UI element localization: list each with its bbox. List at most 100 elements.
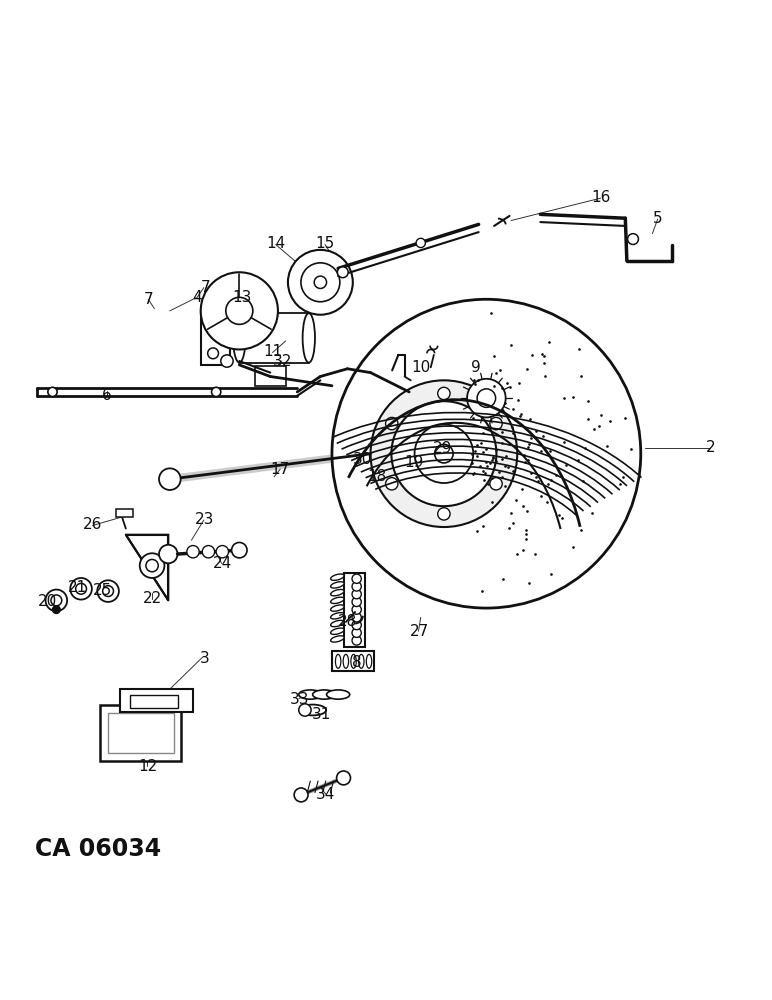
Ellipse shape — [330, 636, 344, 642]
Circle shape — [159, 545, 178, 563]
Text: 7: 7 — [144, 292, 154, 307]
Bar — [100, 705, 181, 761]
Circle shape — [288, 250, 353, 315]
Circle shape — [222, 298, 232, 309]
Circle shape — [208, 317, 218, 328]
Ellipse shape — [358, 654, 364, 668]
Circle shape — [352, 574, 361, 583]
Circle shape — [416, 238, 425, 248]
Circle shape — [371, 380, 517, 527]
Ellipse shape — [366, 654, 371, 668]
Text: 26: 26 — [83, 517, 103, 532]
Ellipse shape — [327, 690, 350, 699]
Circle shape — [201, 272, 278, 349]
Ellipse shape — [330, 613, 344, 619]
Text: 30: 30 — [353, 452, 373, 467]
Text: 15: 15 — [316, 236, 334, 251]
Circle shape — [352, 636, 361, 645]
Text: 14: 14 — [267, 236, 286, 251]
Circle shape — [438, 508, 450, 520]
Bar — [120, 689, 193, 712]
Circle shape — [352, 590, 361, 599]
Circle shape — [51, 595, 62, 606]
Ellipse shape — [303, 313, 315, 363]
Circle shape — [52, 606, 60, 613]
Circle shape — [352, 620, 361, 630]
Ellipse shape — [330, 605, 344, 611]
Ellipse shape — [330, 582, 344, 588]
Circle shape — [140, 553, 164, 578]
Bar — [332, 651, 374, 671]
Ellipse shape — [313, 690, 336, 699]
Bar — [116, 509, 133, 517]
Ellipse shape — [343, 654, 348, 668]
Text: 13: 13 — [232, 290, 252, 305]
Text: 16: 16 — [591, 190, 611, 205]
Circle shape — [352, 605, 361, 614]
Text: 33: 33 — [290, 692, 310, 707]
Ellipse shape — [300, 705, 326, 715]
Circle shape — [385, 478, 398, 490]
Circle shape — [299, 704, 311, 716]
Ellipse shape — [330, 628, 344, 634]
Text: 18: 18 — [367, 469, 386, 484]
Circle shape — [202, 546, 215, 558]
Ellipse shape — [330, 589, 344, 596]
Text: 7: 7 — [201, 280, 210, 295]
Text: 23: 23 — [195, 512, 215, 527]
Ellipse shape — [330, 620, 344, 627]
Circle shape — [352, 628, 361, 637]
Ellipse shape — [350, 654, 356, 668]
Circle shape — [103, 586, 113, 596]
Circle shape — [232, 542, 247, 558]
Text: 10: 10 — [411, 360, 430, 375]
Bar — [255, 366, 286, 386]
Circle shape — [415, 424, 473, 483]
Circle shape — [332, 299, 641, 608]
Circle shape — [337, 771, 350, 785]
Text: 29: 29 — [432, 441, 452, 456]
Circle shape — [70, 578, 92, 600]
Bar — [344, 573, 365, 647]
Text: 12: 12 — [139, 759, 157, 774]
Ellipse shape — [335, 654, 340, 668]
Text: 24: 24 — [213, 556, 232, 571]
Ellipse shape — [330, 574, 344, 580]
Text: 32: 32 — [273, 354, 293, 369]
Bar — [130, 695, 178, 708]
Text: 17: 17 — [271, 462, 290, 477]
Circle shape — [159, 468, 181, 490]
Circle shape — [352, 597, 361, 607]
Circle shape — [48, 387, 57, 397]
Circle shape — [385, 417, 398, 430]
Circle shape — [391, 401, 496, 506]
Circle shape — [352, 613, 361, 622]
Text: 3: 3 — [200, 651, 209, 666]
Circle shape — [438, 387, 450, 400]
Circle shape — [46, 590, 67, 611]
Text: 31: 31 — [312, 707, 332, 722]
Circle shape — [146, 559, 158, 572]
Circle shape — [301, 263, 340, 302]
Text: 27: 27 — [410, 624, 428, 639]
Bar — [108, 713, 174, 753]
Text: 34: 34 — [316, 787, 336, 802]
Circle shape — [467, 379, 506, 417]
Text: 6: 6 — [102, 388, 111, 403]
Text: 25: 25 — [93, 583, 112, 598]
Text: 9: 9 — [472, 360, 481, 375]
Circle shape — [337, 267, 348, 278]
Text: 28: 28 — [338, 614, 357, 629]
Circle shape — [435, 444, 453, 463]
Text: 21: 21 — [68, 580, 86, 595]
Circle shape — [490, 478, 503, 490]
Circle shape — [352, 582, 361, 591]
Text: 11: 11 — [264, 344, 283, 359]
Circle shape — [97, 580, 119, 602]
Bar — [201, 311, 230, 365]
Circle shape — [76, 583, 86, 594]
Circle shape — [187, 546, 199, 558]
Circle shape — [221, 355, 233, 367]
Circle shape — [477, 389, 496, 407]
Text: 20: 20 — [39, 594, 57, 609]
